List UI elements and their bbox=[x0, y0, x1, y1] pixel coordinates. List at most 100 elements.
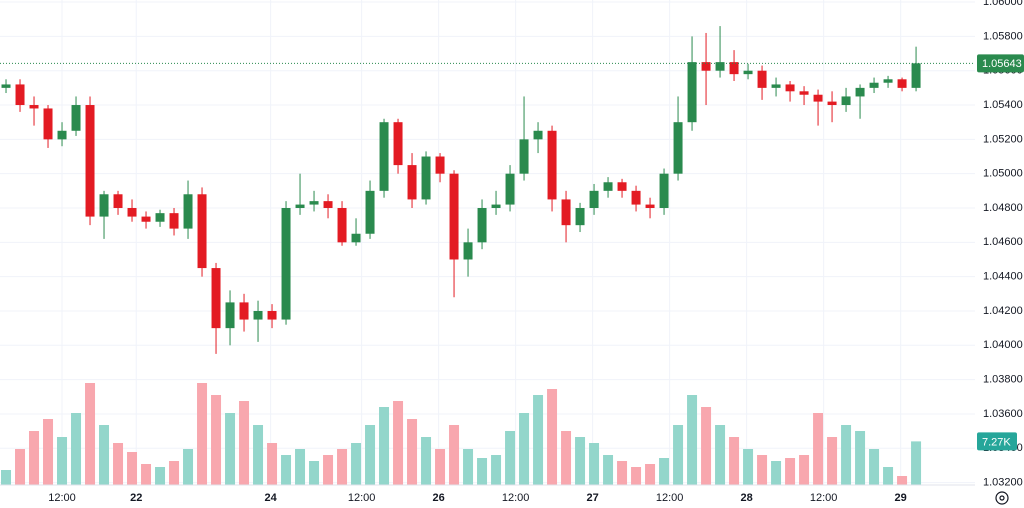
volume-bar bbox=[211, 395, 222, 485]
volume-bar bbox=[155, 467, 166, 485]
candle-body bbox=[71, 105, 81, 131]
candle-body bbox=[799, 91, 809, 95]
candle-body bbox=[169, 213, 179, 229]
candle-body bbox=[155, 213, 165, 222]
candle-body bbox=[337, 208, 347, 243]
candle-body bbox=[533, 130, 543, 140]
candle-body bbox=[85, 105, 95, 217]
volume-bar bbox=[169, 461, 180, 485]
candle-body bbox=[645, 204, 655, 209]
volume-bar bbox=[463, 449, 474, 485]
volume-bar bbox=[813, 413, 824, 485]
volume-bar bbox=[477, 458, 488, 485]
candle-body bbox=[631, 190, 641, 205]
x-tick-label: 12:00 bbox=[656, 492, 684, 504]
x-tick-label: 12:00 bbox=[48, 492, 76, 504]
last-price-label: 1.05643 bbox=[982, 58, 1022, 70]
candle-body bbox=[127, 208, 137, 217]
volume-bar bbox=[407, 419, 418, 485]
y-tick-label: 1.05400 bbox=[983, 99, 1023, 111]
volume-bar bbox=[687, 395, 698, 485]
volume-bar bbox=[225, 413, 236, 485]
candle-body bbox=[547, 130, 557, 200]
last-volume-label: 7.27K bbox=[982, 436, 1011, 448]
candle-body bbox=[323, 201, 333, 209]
candle-body bbox=[897, 79, 907, 88]
candle-body bbox=[43, 108, 53, 140]
x-tick-label: 22 bbox=[130, 492, 142, 504]
volume-bar bbox=[71, 413, 82, 485]
volume-bar bbox=[603, 455, 614, 485]
x-tick-label: 29 bbox=[895, 492, 907, 504]
candle-body bbox=[757, 70, 767, 88]
candle-body bbox=[435, 156, 445, 174]
price-pane bbox=[0, 26, 975, 354]
x-tick-label: 26 bbox=[433, 492, 445, 504]
candle-body bbox=[281, 208, 291, 320]
volume-bar bbox=[197, 383, 208, 485]
volume-bar bbox=[337, 449, 348, 485]
candle-body bbox=[575, 208, 585, 226]
candle-body bbox=[463, 242, 473, 260]
candle-body bbox=[491, 204, 501, 209]
candle-body bbox=[519, 139, 529, 174]
y-tick-label: 1.05800 bbox=[983, 30, 1023, 42]
volume-bar bbox=[421, 437, 432, 485]
candle-body bbox=[141, 216, 151, 222]
gear-hub bbox=[999, 495, 1005, 501]
x-tick-label: 28 bbox=[741, 492, 753, 504]
candle-body bbox=[29, 105, 39, 109]
volume-bar bbox=[547, 389, 558, 485]
y-tick-label: 1.04800 bbox=[983, 202, 1023, 214]
volume-bar bbox=[575, 437, 586, 485]
candle-body bbox=[57, 130, 67, 140]
candle-body bbox=[855, 87, 865, 97]
volume-bar bbox=[561, 431, 572, 485]
candle-body bbox=[309, 201, 319, 205]
last-volume-tag bbox=[977, 432, 1017, 451]
candle-body bbox=[239, 302, 249, 320]
volume-bar bbox=[855, 431, 866, 485]
candle-body bbox=[379, 122, 389, 191]
candle-body bbox=[393, 122, 403, 166]
candle-body bbox=[505, 173, 515, 205]
volume-bar bbox=[281, 455, 292, 485]
volume-bar bbox=[631, 467, 642, 485]
y-tick-label: 1.05000 bbox=[983, 168, 1023, 180]
y-tick-label: 1.06000 bbox=[983, 0, 1023, 8]
x-tick-label: 12:00 bbox=[502, 492, 530, 504]
volume-bar bbox=[617, 461, 628, 485]
volume-bar bbox=[505, 431, 516, 485]
volume-bar bbox=[827, 437, 838, 485]
y-tick-label: 1.03600 bbox=[983, 408, 1023, 420]
volume-bar bbox=[43, 419, 54, 485]
y-tick-label: 1.05200 bbox=[983, 133, 1023, 145]
candle-body bbox=[589, 190, 599, 209]
candle-body bbox=[267, 310, 277, 320]
volume-bar bbox=[729, 437, 740, 485]
candle-body bbox=[253, 310, 263, 320]
volume-bar bbox=[239, 401, 250, 485]
candle-body bbox=[617, 182, 627, 191]
candle-body bbox=[841, 96, 851, 106]
candle-body bbox=[351, 233, 361, 243]
volume-bar bbox=[57, 437, 68, 485]
candle-body bbox=[883, 79, 893, 83]
volume-bar bbox=[519, 413, 530, 485]
candle-body bbox=[1, 84, 11, 88]
candle-body bbox=[365, 190, 375, 234]
candle-body bbox=[99, 194, 109, 217]
candle-body bbox=[15, 84, 25, 106]
volume-bar bbox=[897, 476, 908, 485]
volume-bar bbox=[869, 449, 880, 485]
candle-body bbox=[477, 208, 487, 243]
settings-button[interactable] bbox=[995, 491, 1009, 505]
volume-bar bbox=[659, 458, 670, 485]
volume-bar bbox=[99, 425, 110, 485]
volume-bar bbox=[1, 470, 12, 485]
candle-body bbox=[113, 194, 123, 209]
candle-body bbox=[421, 156, 431, 200]
volume-bar bbox=[267, 443, 278, 485]
